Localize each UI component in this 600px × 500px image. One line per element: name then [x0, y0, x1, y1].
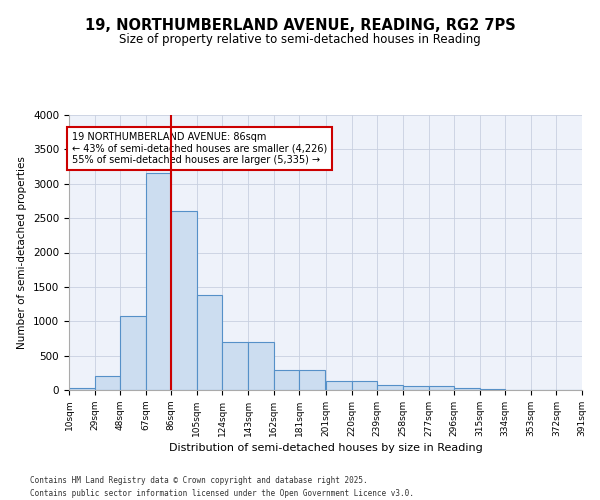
Bar [197, 295, 223, 390]
Bar [454, 388, 479, 390]
Text: 19 NORTHUMBERLAND AVENUE: 86sqm
← 43% of semi-detached houses are smaller (4,226: 19 NORTHUMBERLAND AVENUE: 86sqm ← 43% of… [71, 132, 327, 166]
Bar [69, 388, 95, 390]
Bar [172, 211, 197, 390]
Y-axis label: Number of semi-detached properties: Number of semi-detached properties [17, 156, 28, 349]
Bar [248, 342, 274, 390]
Bar [120, 316, 146, 390]
Text: Size of property relative to semi-detached houses in Reading: Size of property relative to semi-detach… [119, 32, 481, 46]
Bar [223, 342, 248, 390]
Bar [428, 386, 454, 390]
Bar [479, 389, 505, 390]
Bar [146, 174, 172, 390]
Bar [326, 381, 352, 390]
Bar [403, 386, 428, 390]
Bar [299, 370, 325, 390]
Bar [95, 376, 120, 390]
X-axis label: Distribution of semi-detached houses by size in Reading: Distribution of semi-detached houses by … [169, 443, 482, 453]
Bar [377, 384, 403, 390]
Text: 19, NORTHUMBERLAND AVENUE, READING, RG2 7PS: 19, NORTHUMBERLAND AVENUE, READING, RG2 … [85, 18, 515, 32]
Bar [274, 370, 299, 390]
Text: Contains HM Land Registry data © Crown copyright and database right 2025.
Contai: Contains HM Land Registry data © Crown c… [30, 476, 414, 498]
Bar [352, 381, 377, 390]
